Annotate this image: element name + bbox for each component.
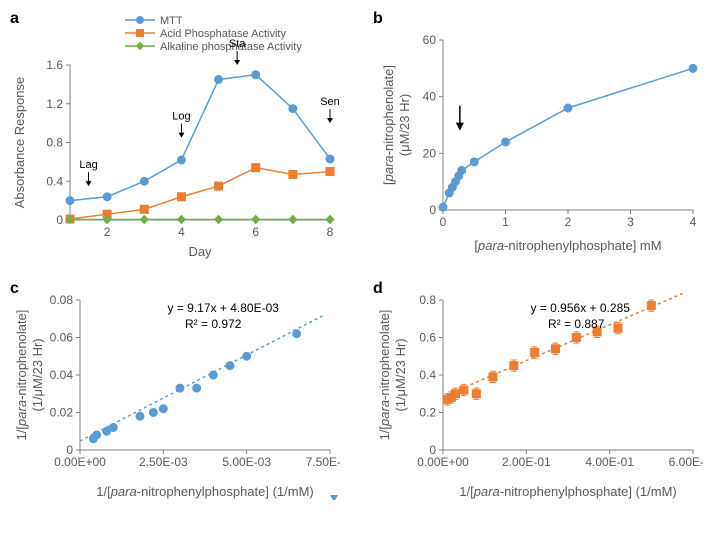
svg-text:1/[para-nitrophenolate]: 1/[para-nitrophenolate] [377, 310, 392, 441]
svg-text:Lag: Lag [79, 159, 97, 171]
svg-text:4: 4 [178, 225, 185, 239]
svg-text:3: 3 [627, 215, 634, 229]
svg-text:1/[para-nitrophenylphosphate]: 1/[para-nitrophenylphosphate] (1/mM) [459, 484, 677, 499]
svg-text:60: 60 [423, 33, 437, 47]
svg-text:6.00E-01: 6.00E-01 [669, 455, 703, 469]
svg-text:0.04: 0.04 [50, 368, 74, 382]
svg-text:Acid Phosphatase Activity: Acid Phosphatase Activity [160, 28, 286, 40]
panel-c-chart: 00.020.040.060.080.00E+002.50E-035.00E-0… [10, 280, 340, 500]
svg-text:2.50E-03: 2.50E-03 [139, 455, 188, 469]
panel-d-label: d [373, 280, 383, 298]
svg-text:0: 0 [56, 213, 63, 227]
svg-text:0.06: 0.06 [50, 331, 74, 345]
svg-text:20: 20 [423, 146, 437, 160]
svg-text:0: 0 [440, 215, 447, 229]
svg-text:0.00E+00: 0.00E+00 [417, 455, 469, 469]
panel-c: c 00.020.040.060.080.00E+002.50E-035.00E… [10, 280, 343, 500]
svg-text:1/[para-nitrophenylphosphate]: 1/[para-nitrophenylphosphate] (1/mM) [96, 484, 314, 499]
svg-text:[para-nitrophenolate]: [para-nitrophenolate] [381, 65, 396, 185]
svg-text:(1/μM/23 Hr): (1/μM/23 Hr) [393, 338, 408, 411]
figure-grid: a MTTAcid Phosphatase ActivityAlkaline p… [10, 10, 706, 500]
svg-text:2: 2 [104, 225, 111, 239]
svg-text:40: 40 [423, 90, 437, 104]
svg-text:Absorbance Response: Absorbance Response [12, 77, 27, 209]
svg-text:MTT: MTT [160, 15, 183, 27]
panel-b-chart: 0 20 40 60 0 1 2 3 4 [para-nitrophenylphosphate] … [373, 10, 703, 260]
panel-a-chart: MTTAcid Phosphatase ActivityAlkaline pho… [10, 10, 340, 260]
svg-text:0.6: 0.6 [419, 331, 436, 345]
svg-text:y = 0.956x + 0.285: y = 0.956x + 0.285 [531, 301, 631, 315]
svg-text:1.6: 1.6 [46, 58, 63, 72]
svg-text:Log: Log [172, 111, 190, 123]
panel-c-label: c [10, 280, 19, 298]
svg-text:[para-nitrophenylphosphate] mM: [para-nitrophenylphosphate] mM [474, 238, 661, 253]
svg-text:R² = 0.972: R² = 0.972 [185, 317, 242, 331]
svg-text:0.4: 0.4 [46, 174, 63, 188]
panel-d: d 00.20.40.60.80.00E+002.00E-014.00E-016… [373, 280, 706, 500]
svg-text:0.2: 0.2 [419, 406, 436, 420]
svg-text:Sen: Sen [320, 96, 340, 108]
panel-b-label: b [373, 10, 383, 28]
svg-text:0.08: 0.08 [50, 293, 74, 307]
svg-text:2: 2 [565, 215, 572, 229]
svg-text:Sta: Sta [229, 38, 246, 50]
svg-text:5.00E-03: 5.00E-03 [222, 455, 271, 469]
panel-d-chart: 00.20.40.60.80.00E+002.00E-014.00E-016.0… [373, 280, 703, 500]
svg-text:0.4: 0.4 [419, 368, 436, 382]
svg-text:4: 4 [690, 215, 697, 229]
svg-text:y = 9.17x + 4.80E-03: y = 9.17x + 4.80E-03 [168, 301, 280, 315]
svg-text:1.2: 1.2 [46, 97, 63, 111]
svg-text:7.50E-03: 7.50E-03 [306, 455, 340, 469]
svg-text:2.00E-01: 2.00E-01 [502, 455, 551, 469]
svg-text:0.02: 0.02 [50, 406, 74, 420]
svg-text:0.8: 0.8 [419, 293, 436, 307]
svg-text:1/[para-nitrophenolate]: 1/[para-nitrophenolate] [14, 310, 29, 441]
svg-text:Day: Day [188, 244, 212, 259]
panel-a-label: a [10, 10, 19, 28]
panel-b: b 0 20 40 60 0 1 2 3 4 [para-nitrophenylphosphate… [373, 10, 706, 260]
svg-text:8: 8 [327, 225, 334, 239]
svg-text:(μM/23 Hr): (μM/23 Hr) [397, 94, 412, 156]
svg-text:R² = 0.887: R² = 0.887 [548, 317, 605, 331]
svg-text:(1/μM/23 Hr): (1/μM/23 Hr) [30, 338, 45, 411]
svg-text:1: 1 [502, 215, 509, 229]
svg-text:0.8: 0.8 [46, 136, 63, 150]
panel-a: a MTTAcid Phosphatase ActivityAlkaline p… [10, 10, 343, 260]
svg-text:0.00E+00: 0.00E+00 [54, 455, 106, 469]
svg-text:6: 6 [252, 225, 259, 239]
svg-text:0: 0 [429, 203, 436, 217]
svg-text:4.00E-01: 4.00E-01 [585, 455, 634, 469]
